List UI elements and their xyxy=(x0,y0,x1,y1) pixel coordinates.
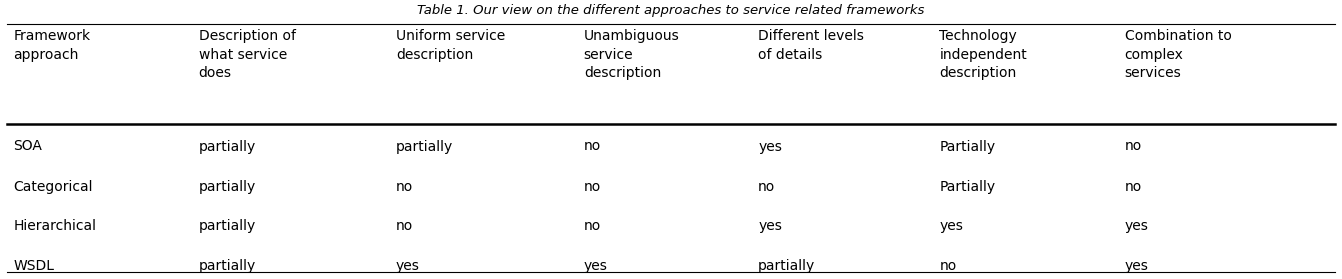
Text: Categorical: Categorical xyxy=(13,180,93,194)
Text: no: no xyxy=(584,219,601,233)
Text: Partially: Partially xyxy=(939,140,996,153)
Text: Unambiguous
service
description: Unambiguous service description xyxy=(584,29,679,80)
Text: Combination to
complex
services: Combination to complex services xyxy=(1125,29,1232,80)
Text: no: no xyxy=(396,219,413,233)
Text: no: no xyxy=(1125,180,1142,194)
Text: no: no xyxy=(1125,140,1142,153)
Text: partially: partially xyxy=(758,259,816,273)
Text: Description of
what service
does: Description of what service does xyxy=(199,29,295,80)
Text: no: no xyxy=(758,180,776,194)
Text: partially: partially xyxy=(199,180,256,194)
Text: Technology
independent
description: Technology independent description xyxy=(939,29,1027,80)
Text: yes: yes xyxy=(1125,259,1149,273)
Text: SOA: SOA xyxy=(13,140,43,153)
Text: WSDL: WSDL xyxy=(13,259,55,273)
Text: Hierarchical: Hierarchical xyxy=(13,219,97,233)
Text: yes: yes xyxy=(758,140,782,153)
Text: Different levels
of details: Different levels of details xyxy=(758,29,864,62)
Text: partially: partially xyxy=(199,219,256,233)
Text: no: no xyxy=(584,180,601,194)
Text: no: no xyxy=(584,140,601,153)
Text: Uniform service
description: Uniform service description xyxy=(396,29,505,62)
Text: no: no xyxy=(939,259,957,273)
Text: yes: yes xyxy=(1125,219,1149,233)
Text: partially: partially xyxy=(199,259,256,273)
Text: Table 1. Our view on the different approaches to service related frameworks: Table 1. Our view on the different appro… xyxy=(417,4,925,17)
Text: partially: partially xyxy=(396,140,454,153)
Text: yes: yes xyxy=(939,219,964,233)
Text: yes: yes xyxy=(758,219,782,233)
Text: yes: yes xyxy=(584,259,608,273)
Text: no: no xyxy=(396,180,413,194)
Text: partially: partially xyxy=(199,140,256,153)
Text: yes: yes xyxy=(396,259,420,273)
Text: Partially: Partially xyxy=(939,180,996,194)
Text: Framework
approach: Framework approach xyxy=(13,29,90,62)
